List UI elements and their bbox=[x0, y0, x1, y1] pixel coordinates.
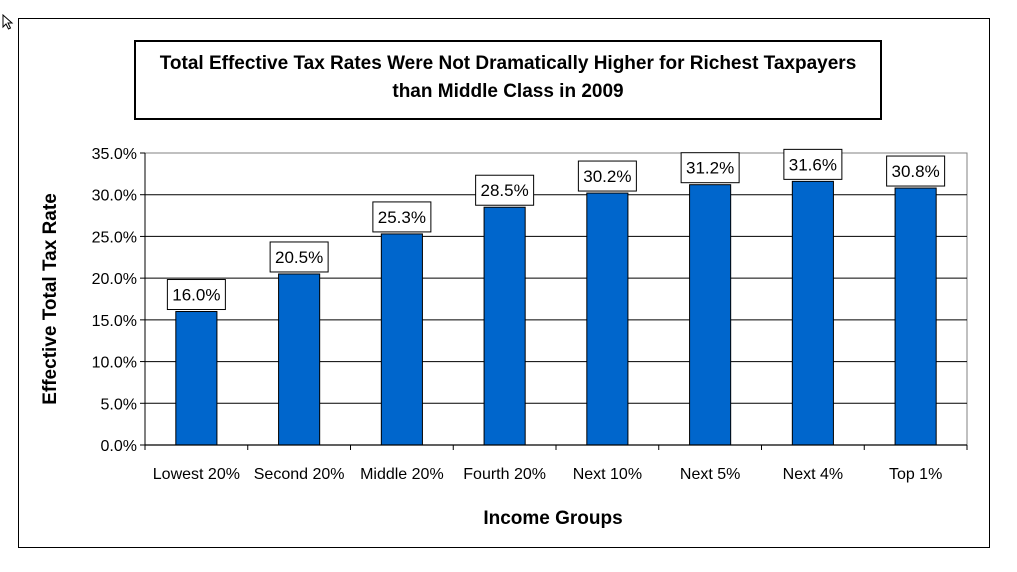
bar bbox=[791, 180, 834, 446]
data-label: 30.8% bbox=[892, 162, 940, 181]
data-label-box bbox=[269, 241, 329, 273]
data-label-box bbox=[475, 174, 535, 206]
data-label: 16.0% bbox=[172, 286, 220, 305]
y-tick-label: 30.0% bbox=[92, 188, 137, 205]
data-label-box bbox=[166, 279, 226, 311]
y-axis-title: Effective Total Tax Rate bbox=[40, 193, 61, 405]
bar bbox=[380, 233, 423, 446]
data-labels: 16.0% 20.5% 25.3% 28.5% 30.2% 31.2% 31.6% 30.8% bbox=[166, 148, 946, 311]
x-tick-label: Second 20% bbox=[254, 466, 345, 483]
data-label-box bbox=[886, 155, 946, 187]
data-label: 20.5% bbox=[275, 248, 323, 267]
x-tick-label: Next 10% bbox=[573, 466, 642, 483]
y-tick-label: 15.0% bbox=[92, 313, 137, 330]
x-axis-title: Income Groups bbox=[483, 508, 622, 529]
title-box bbox=[134, 40, 882, 120]
data-label-box bbox=[783, 148, 843, 180]
y-tick-label: 10.0% bbox=[92, 355, 137, 372]
y-tick-label: 0.0% bbox=[101, 438, 137, 455]
data-label: 31.2% bbox=[686, 159, 734, 178]
x-tick-label: Lowest 20% bbox=[153, 466, 240, 483]
y-tick-label: 35.0% bbox=[92, 146, 137, 163]
bar bbox=[586, 192, 629, 446]
chart-title-line-2: than Middle Class in 2009 bbox=[392, 81, 623, 102]
bar bbox=[278, 273, 321, 446]
mouse-cursor-icon bbox=[2, 14, 14, 30]
data-label: 31.6% bbox=[789, 155, 837, 174]
x-axis-ticks: Lowest 20% Second 20% Middle 20% Fourth 20%… bbox=[144, 444, 968, 483]
y-tick-label: 25.0% bbox=[92, 229, 137, 246]
x-tick-label: Next 5% bbox=[680, 466, 740, 483]
x-tick-label: Fourth 20% bbox=[463, 466, 546, 483]
chart-frame: Total Effective Tax Rates Were Not Drama… bbox=[18, 18, 990, 548]
y-tick-label: 5.0% bbox=[101, 396, 137, 413]
y-axis-ticks: 0.0% 5.0% 10.0% 15.0% 20.0% 25.0% 30.0% 35.0% bbox=[92, 146, 146, 455]
data-label-box bbox=[577, 160, 637, 192]
bar-chart: Total Effective Tax Rates Were Not Drama… bbox=[40, 40, 968, 529]
x-tick-label: Top 1% bbox=[889, 466, 942, 483]
bar bbox=[175, 311, 218, 446]
data-label-box bbox=[372, 201, 432, 233]
data-label-box bbox=[680, 152, 740, 184]
data-label: 30.2% bbox=[583, 167, 631, 186]
x-tick-label: Middle 20% bbox=[360, 466, 444, 483]
bars bbox=[175, 180, 937, 446]
x-tick-label: Next 4% bbox=[783, 466, 843, 483]
y-tick-label: 20.0% bbox=[92, 271, 137, 288]
plot-area bbox=[144, 152, 968, 446]
bar bbox=[894, 187, 937, 446]
chart-title-line-1: Total Effective Tax Rates Were Not Drama… bbox=[160, 53, 857, 74]
bar bbox=[483, 206, 526, 446]
bar bbox=[689, 184, 732, 446]
data-label: 28.5% bbox=[481, 181, 529, 200]
data-label: 25.3% bbox=[378, 208, 426, 227]
